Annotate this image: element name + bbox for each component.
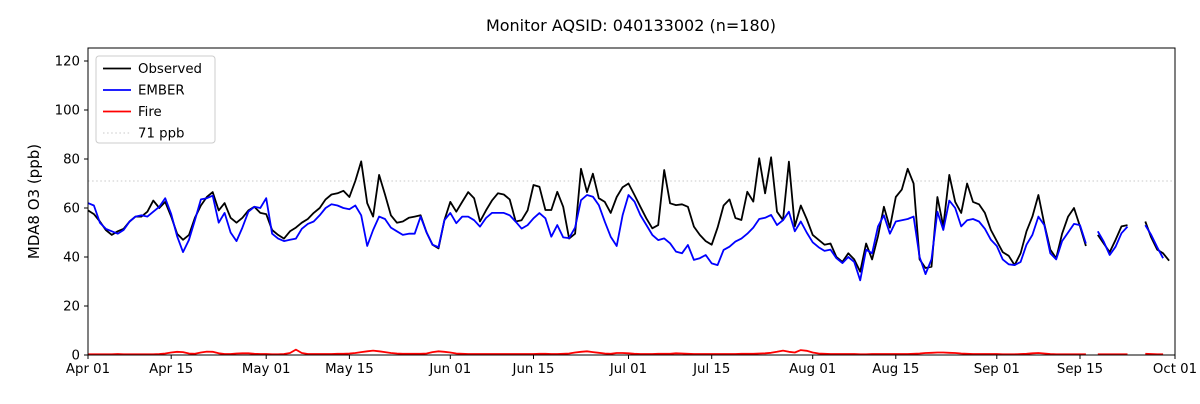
x-axis-tick-label: Aug 01 [789,362,836,377]
x-axis-tick-label: Jun 15 [512,362,555,377]
y-axis-tick-label: 20 [63,300,80,315]
x-axis-tick-label: Apr 01 [66,362,110,377]
chart-title: Monitor AQSID: 040133002 (n=180) [486,16,776,35]
y-axis-tick-label: 100 [55,104,80,119]
x-axis-tick-label: Jul 01 [609,362,647,377]
y-axis-label: MDA8 O3 (ppb) [25,144,43,259]
legend-label-ember: EMBER [138,84,185,99]
x-axis-tick-label: Apr 15 [149,362,193,377]
legend-label-fire: Fire [138,105,162,120]
y-axis-tick-label: 120 [55,55,80,70]
series-line-observed [87,156,1170,273]
y-axis-tick-label: 40 [63,251,80,266]
legend-box [95,55,216,144]
x-axis-tick-label: May 01 [242,362,291,377]
legend-label-observed: Observed [138,62,202,77]
series-line-ember [87,194,1164,282]
series-line-fire [88,348,1164,356]
y-axis-tick-label: 60 [63,202,80,217]
x-axis-tick-label: Oct 01 [1153,362,1197,377]
legend-label-71-ppb: 71 ppb [138,127,184,142]
x-axis-tick-label: Jun 01 [428,362,471,377]
x-axis-tick-label: May 15 [325,362,374,377]
plot-frame [87,47,1176,356]
y-axis-tick-label: 80 [63,153,80,168]
x-axis-tick-label: Sep 15 [1057,362,1103,377]
y-axis-tick-label: 0 [72,349,80,364]
x-axis-tick-label: Jul 15 [692,362,730,377]
x-axis-tick-label: Sep 01 [974,362,1020,377]
x-axis-tick-label: Aug 15 [872,362,919,377]
